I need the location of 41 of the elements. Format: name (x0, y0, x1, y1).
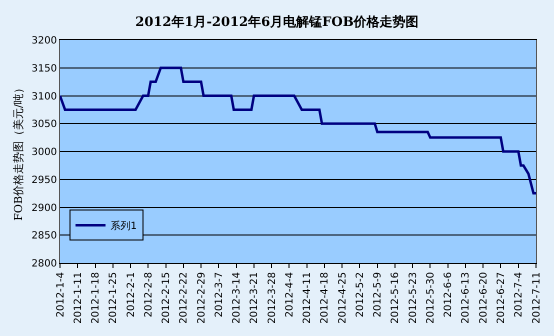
x-tick-label: 2012-3-7 (214, 272, 225, 318)
x-tick-label: 2012-5-23 (408, 272, 419, 324)
x-tick-label: 2012-4-11 (302, 272, 314, 324)
y-tick-label: 2800 (32, 258, 57, 270)
y-tick-label: 3000 (32, 147, 57, 158)
x-tick-label: 2012-2-15 (161, 272, 172, 324)
x-tick-label: 2012-5-30 (425, 272, 436, 324)
x-tick-label: 2012-1-25 (108, 272, 120, 324)
legend-label: 系列1 (110, 220, 137, 232)
x-tick-label: 2012-3-28 (266, 272, 278, 324)
x-tick-label: 2012-5-2 (354, 272, 366, 318)
y-tick-label: 2850 (32, 230, 57, 242)
y-tick-label: 3200 (32, 36, 57, 46)
y-tick-label: 3050 (32, 119, 57, 130)
x-tick-label: 2012-6-27 (496, 272, 507, 324)
x-tick-label: 2012-4-25 (337, 272, 348, 324)
x-tick-label: 2012-1-4 (55, 272, 66, 318)
x-tick-label: 2012-2-29 (196, 272, 208, 324)
y-axis-title: FOB价格走势图（美元/吨） (12, 82, 26, 221)
y-tick-label: 3100 (32, 91, 57, 102)
x-tick-label: 2012-4-18 (320, 272, 331, 324)
y-tick-label: 2950 (32, 174, 57, 186)
x-tick-label: 2012-1-11 (72, 272, 84, 324)
x-tick-label: 2012-2-8 (143, 272, 154, 318)
x-tick-label: 2012-1-18 (90, 272, 102, 324)
x-tick-label: 2012-5-9 (372, 272, 384, 318)
y-tick-label: 3150 (32, 63, 57, 74)
y-tick-label: 2900 (32, 202, 57, 214)
x-tick-label: 2012-6-13 (460, 272, 472, 324)
x-tick-label: 2012-4-4 (284, 272, 296, 318)
x-tick-label: 2012-6-20 (478, 272, 490, 324)
x-tick-label: 2012-2-1 (126, 272, 137, 318)
x-tick-label: 2012-6-6 (443, 272, 454, 318)
x-tick-label: 2012-3-21 (249, 272, 260, 324)
x-tick-label: 2012-5-16 (390, 272, 402, 324)
x-tick-label: 2012-2-22 (178, 272, 190, 324)
chart-title: 2012年1月-2012年6月电解锰FOB价格走势图 (135, 14, 419, 30)
x-tick-label: 2012-7-11 (531, 272, 542, 324)
x-tick-label: 2012-7-4 (514, 272, 525, 318)
line-series (60, 66, 536, 195)
x-tick-label: 2012-3-14 (232, 272, 243, 324)
